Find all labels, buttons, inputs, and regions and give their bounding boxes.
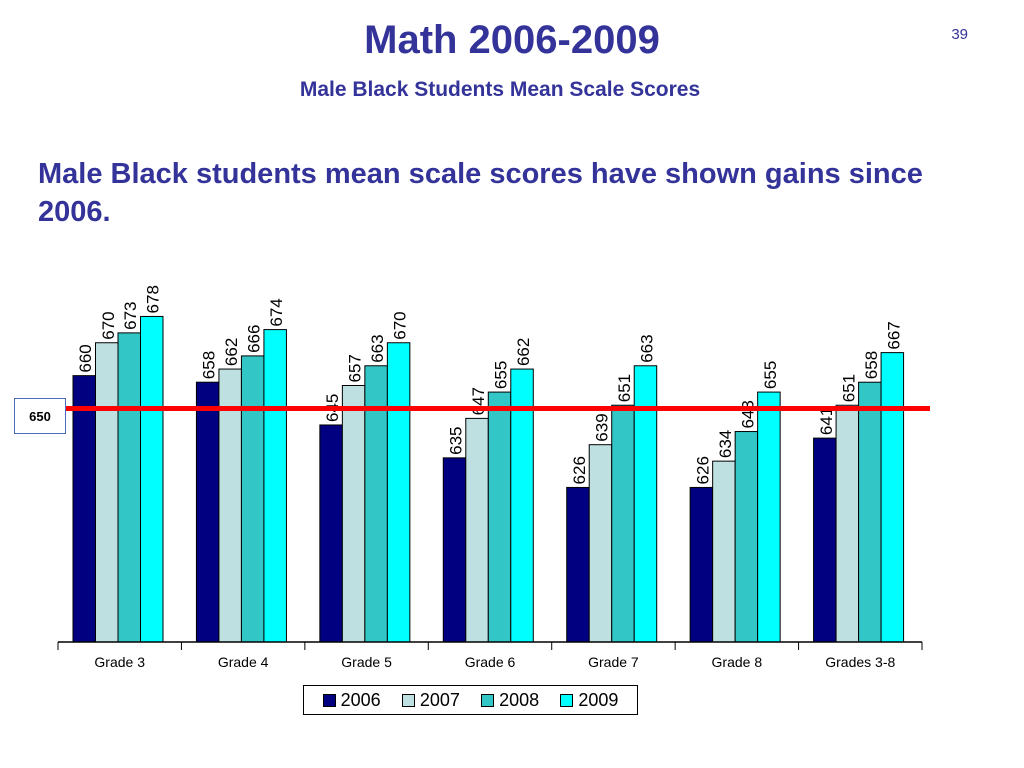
data-label-2007-1: 662: [222, 338, 241, 366]
x-tick-label-4: Grade 7: [588, 654, 639, 670]
bar-2006-0: [72, 375, 96, 643]
bar-2006-3: [442, 457, 467, 643]
data-label-2006-4: 626: [570, 456, 589, 484]
data-label-2006-6: 641: [817, 407, 836, 435]
data-label-2006-1: 658: [200, 351, 219, 379]
page-subtitle: Male Black Students Mean Scale Scores: [299, 78, 701, 101]
data-label-2007-0: 670: [99, 311, 118, 339]
headline: Male Black students mean scale scores ha…: [38, 158, 923, 228]
legend-item-2006: 2006: [322, 689, 381, 711]
bar-2006-4: [566, 486, 590, 643]
x-tick-label-3: Grade 6: [465, 654, 516, 670]
data-label-2009-3: 662: [514, 338, 533, 366]
bar-2007-4: [588, 444, 613, 643]
bar-2007-5: [712, 460, 736, 643]
legend-label-2006: 2006: [340, 689, 381, 710]
legend-label-2009: 2009: [578, 689, 619, 710]
data-label-2007-2: 657: [346, 354, 365, 382]
bar-2009-6: [880, 352, 905, 643]
data-label-2009-0: 678: [144, 285, 163, 313]
bar-2008-6: [858, 381, 882, 643]
data-label-2006-5: 626: [693, 456, 712, 484]
bar-2008-0: [117, 332, 141, 643]
bar-2006-1: [195, 381, 220, 643]
x-tick-label-2: Grade 5: [341, 654, 392, 670]
data-label-2006-0: 660: [76, 344, 95, 372]
legend-swatch-2006: [322, 693, 336, 707]
x-tick-label-1: Grade 4: [218, 654, 269, 670]
data-label-2007-4: 639: [592, 413, 611, 441]
bar-2007-0: [95, 342, 119, 643]
data-label-2009-2: 670: [391, 311, 410, 339]
data-label-2008-2: 663: [368, 334, 387, 362]
data-label-2006-3: 635: [447, 426, 466, 454]
legend-swatch-2009: [560, 693, 574, 707]
bar-2006-6: [813, 437, 837, 643]
bar-2008-4: [611, 404, 635, 643]
data-label-2008-0: 673: [121, 302, 140, 330]
legend-item-2007: 2007: [401, 689, 460, 711]
chart-legend: 2006 2007 2008 2009: [303, 685, 638, 715]
legend-label-2008: 2008: [499, 689, 540, 710]
slide-number: 39: [951, 26, 968, 43]
data-label-2009-5: 655: [761, 361, 780, 389]
data-label-2007-5: 634: [716, 430, 735, 458]
data-label-2007-3: 647: [469, 387, 488, 415]
reference-line-label: 650: [14, 398, 66, 434]
bar-2006-2: [319, 424, 343, 643]
bar-2008-5: [734, 431, 759, 643]
x-tick-label-5: Grade 8: [712, 654, 763, 670]
bar-2006-5: [689, 486, 714, 643]
bar-2009-5: [757, 391, 781, 643]
x-tick-label-6: Grades 3-8: [825, 654, 895, 670]
bar-2008-1: [240, 355, 265, 643]
legend-label-2007: 2007: [419, 689, 460, 710]
bar-2009-1: [263, 329, 287, 643]
legend-swatch-2007: [401, 693, 415, 707]
x-tick-label-0: Grade 3: [94, 654, 145, 670]
data-label-2007-6: 651: [839, 374, 858, 402]
data-label-2008-3: 655: [492, 361, 511, 389]
legend-swatch-2008: [481, 693, 495, 707]
data-label-2008-4: 651: [615, 374, 634, 402]
legend-item-2009: 2009: [560, 690, 618, 711]
bar-2009-2: [386, 342, 411, 643]
bar-2007-6: [835, 404, 860, 643]
data-label-2009-6: 667: [884, 321, 903, 349]
legend-item-2008: 2008: [481, 690, 539, 711]
bar-2009-0: [140, 315, 164, 643]
data-label-2008-6: 658: [862, 351, 881, 379]
data-label-2008-5: 643: [738, 400, 757, 428]
bar-2007-3: [465, 417, 489, 643]
bar-2008-3: [487, 391, 512, 643]
bar-2007-2: [341, 385, 366, 643]
data-label-2008-1: 666: [245, 325, 264, 353]
data-label-2009-1: 674: [267, 298, 286, 326]
page-title: Math 2006-2009: [364, 18, 660, 62]
data-label-2009-4: 663: [637, 334, 656, 362]
